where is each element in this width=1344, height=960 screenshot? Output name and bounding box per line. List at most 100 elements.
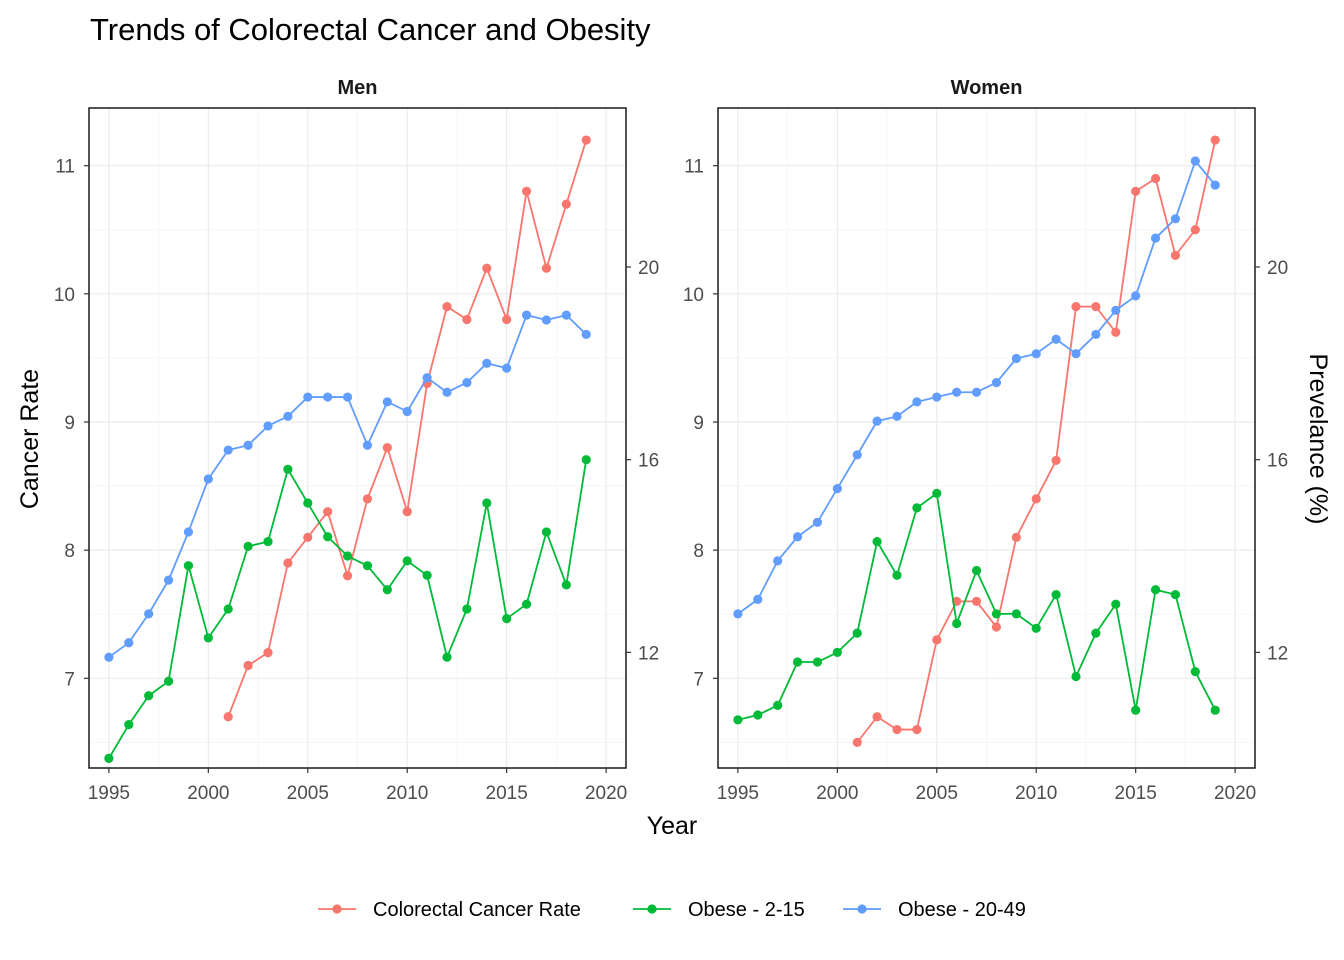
data-point-colorectal-cancer-rate xyxy=(462,314,472,325)
legend-label: Colorectal Cancer Rate xyxy=(373,899,581,921)
data-point-obese-20-49 xyxy=(991,377,1002,388)
y-tick-label-right: 12 xyxy=(638,643,659,664)
legend: Colorectal Cancer Rate Obese - 2-15 Obese … xyxy=(318,899,1026,921)
x-tick-label: 2015 xyxy=(1115,783,1157,804)
data-point-obese-2-15 xyxy=(1111,599,1121,609)
data-point-obese-20-49 xyxy=(144,609,154,619)
data-point-obese-2-15 xyxy=(912,503,922,513)
data-point-colorectal-cancer-rate xyxy=(263,648,273,658)
data-point-obese-20-49 xyxy=(872,416,882,426)
data-point-obese-2-15 xyxy=(203,633,213,643)
legend-key-point xyxy=(332,904,342,914)
data-point-obese-20-49 xyxy=(342,392,353,402)
data-point-obese-20-49 xyxy=(382,397,392,407)
data-point-colorectal-cancer-rate xyxy=(1150,173,1161,184)
data-point-obese-2-15 xyxy=(1170,589,1181,600)
data-point-obese-20-49 xyxy=(183,527,194,537)
legend-item-obese-2-15: Obese - 2-15 xyxy=(633,899,805,921)
data-point-obese-2-15 xyxy=(581,455,591,465)
data-point-obese-20-49 xyxy=(773,556,783,566)
data-point-colorectal-cancer-rate xyxy=(502,314,512,325)
data-point-obese-2-15 xyxy=(792,657,803,667)
data-point-colorectal-cancer-rate xyxy=(402,507,412,517)
data-point-colorectal-cancer-rate xyxy=(581,135,591,145)
data-point-obese-2-15 xyxy=(442,652,452,662)
data-point-obese-20-49 xyxy=(223,445,233,455)
data-point-obese-20-49 xyxy=(1111,305,1121,315)
data-point-obese-2-15 xyxy=(243,541,253,551)
data-point-obese-2-15 xyxy=(1031,623,1041,633)
series-colorectal-cancer-rate-women xyxy=(852,135,1220,747)
data-point-obese-20-49 xyxy=(832,483,842,494)
x-tick-label: 2020 xyxy=(585,783,627,804)
data-point-colorectal-cancer-rate xyxy=(1091,302,1101,312)
data-point-obese-20-49 xyxy=(163,575,174,585)
x-tick-label: 2010 xyxy=(386,783,428,804)
legend-item-obese-20-49: Obese - 20-49 xyxy=(843,899,1026,921)
data-point-obese-20-49 xyxy=(1210,180,1220,190)
data-point-obese-2-15 xyxy=(342,551,353,561)
data-point-obese-20-49 xyxy=(482,358,492,368)
data-point-obese-20-49 xyxy=(852,450,862,460)
x-tick-label: 2000 xyxy=(816,783,858,804)
y-tick-label-left: 9 xyxy=(693,413,704,434)
data-point-obese-2-15 xyxy=(561,580,571,590)
y-tick-label-left: 9 xyxy=(64,413,75,434)
y-tick-label-left: 10 xyxy=(683,285,704,306)
data-point-obese-20-49 xyxy=(1131,291,1141,301)
data-point-obese-20-49 xyxy=(104,652,114,662)
data-point-colorectal-cancer-rate xyxy=(342,571,353,581)
data-point-colorectal-cancer-rate xyxy=(1071,302,1081,312)
data-point-obese-2-15 xyxy=(541,527,552,537)
x-tick-label: 2010 xyxy=(1015,783,1057,804)
series-line-obese-2-15 xyxy=(108,459,588,759)
panel-title-men: Men xyxy=(338,77,378,99)
data-point-colorectal-cancer-rate xyxy=(442,302,452,312)
data-point-obese-20-49 xyxy=(502,363,512,373)
data-point-obese-20-49 xyxy=(812,517,823,527)
data-point-obese-20-49 xyxy=(124,638,134,648)
data-point-obese-20-49 xyxy=(263,421,273,431)
data-point-obese-20-49 xyxy=(362,440,373,450)
data-point-colorectal-cancer-rate xyxy=(1210,135,1220,145)
data-point-obese-20-49 xyxy=(971,387,982,397)
series-colorectal-cancer-rate-men xyxy=(223,135,591,722)
data-point-colorectal-cancer-rate xyxy=(521,186,532,196)
data-point-colorectal-cancer-rate xyxy=(1170,250,1181,260)
panel-women: Women 1995 2000 2005 2010 2015 2020 7 8 9 10 11 12 16… xyxy=(683,77,1288,804)
data-point-obese-2-15 xyxy=(1051,589,1061,600)
data-point-obese-20-49 xyxy=(243,440,253,450)
data-point-obese-20-49 xyxy=(1051,334,1061,344)
x-axis-title: Year xyxy=(647,812,698,840)
data-point-obese-20-49 xyxy=(422,373,432,383)
series-obese-2-15-men xyxy=(104,455,591,763)
data-point-obese-2-15 xyxy=(872,536,882,547)
data-point-obese-2-15 xyxy=(502,614,512,624)
data-point-obese-2-15 xyxy=(812,657,823,667)
data-point-obese-2-15 xyxy=(1210,705,1220,715)
data-point-obese-20-49 xyxy=(1091,329,1101,340)
y-axis-title-right: Prevelance (%) xyxy=(1304,354,1332,525)
data-point-colorectal-cancer-rate xyxy=(382,443,392,453)
data-point-obese-2-15 xyxy=(1011,609,1021,619)
series-obese-2-15-women xyxy=(733,488,1220,725)
data-point-colorectal-cancer-rate xyxy=(912,724,922,735)
y-tick-label-left: 7 xyxy=(693,669,704,690)
series-obese-20-49-men xyxy=(104,310,591,662)
data-point-obese-2-15 xyxy=(402,556,412,566)
data-point-colorectal-cancer-rate xyxy=(323,507,333,517)
data-point-obese-20-49 xyxy=(753,594,763,604)
data-point-obese-20-49 xyxy=(521,310,532,320)
data-point-colorectal-cancer-rate xyxy=(1051,455,1061,466)
data-point-obese-20-49 xyxy=(1011,353,1021,364)
y-tick-label-right: 20 xyxy=(638,258,659,279)
data-point-obese-20-49 xyxy=(733,609,743,619)
data-point-obese-2-15 xyxy=(932,488,942,499)
panel-border xyxy=(717,107,1256,769)
data-point-obese-20-49 xyxy=(1071,349,1081,359)
x-tick-label: 1995 xyxy=(717,783,759,804)
legend-key-point xyxy=(647,904,657,914)
data-point-obese-2-15 xyxy=(263,536,273,547)
data-point-obese-2-15 xyxy=(223,604,233,614)
